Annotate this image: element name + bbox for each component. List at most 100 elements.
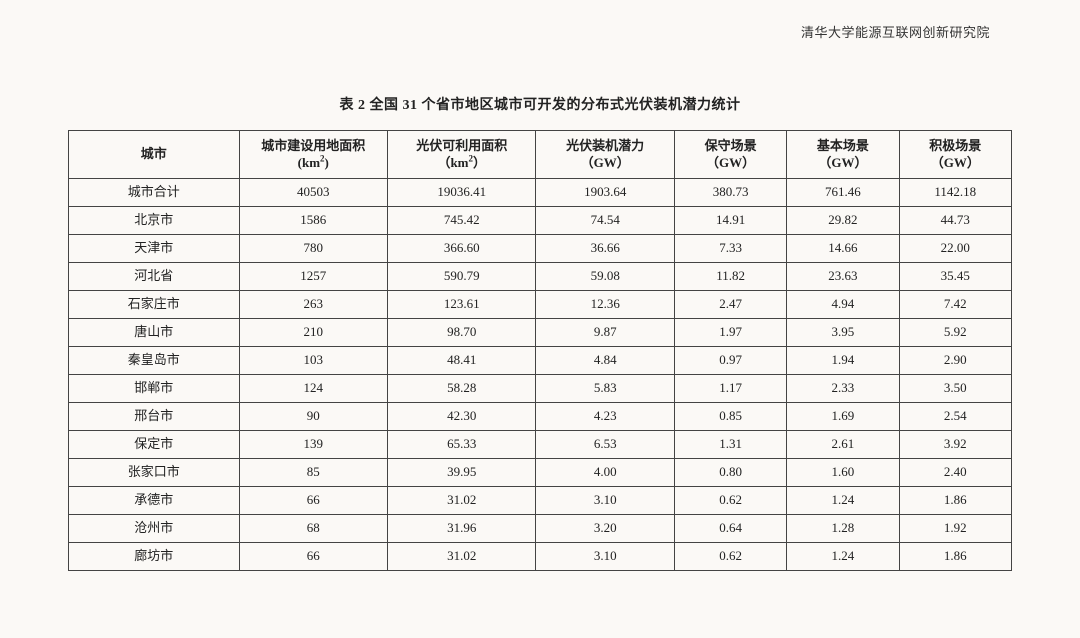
value-cell: 11.82 bbox=[674, 263, 786, 291]
value-cell: 380.73 bbox=[674, 179, 786, 207]
value-cell: 2.33 bbox=[787, 375, 899, 403]
value-cell: 44.73 bbox=[899, 207, 1011, 235]
value-cell: 3.50 bbox=[899, 375, 1011, 403]
value-cell: 6.53 bbox=[536, 431, 674, 459]
city-cell: 北京市 bbox=[69, 207, 240, 235]
table-row: 沧州市6831.963.200.641.281.92 bbox=[69, 515, 1012, 543]
value-cell: 3.95 bbox=[787, 319, 899, 347]
city-cell: 张家口市 bbox=[69, 459, 240, 487]
value-cell: 1.17 bbox=[674, 375, 786, 403]
value-cell: 1.28 bbox=[787, 515, 899, 543]
document-page: 清华大学能源互联网创新研究院 表 2 全国 31 个省市地区城市可开发的分布式光… bbox=[0, 0, 1080, 638]
column-header-label: 积极场景 bbox=[900, 138, 1011, 155]
value-cell: 0.62 bbox=[674, 543, 786, 571]
value-cell: 139 bbox=[239, 431, 387, 459]
value-cell: 366.60 bbox=[388, 235, 536, 263]
value-cell: 590.79 bbox=[388, 263, 536, 291]
value-cell: 2.40 bbox=[899, 459, 1011, 487]
value-cell: 2.61 bbox=[787, 431, 899, 459]
table-row: 唐山市21098.709.871.973.955.92 bbox=[69, 319, 1012, 347]
column-header-label: 光伏装机潜力 bbox=[536, 138, 673, 155]
value-cell: 85 bbox=[239, 459, 387, 487]
value-cell: 1.24 bbox=[787, 543, 899, 571]
value-cell: 1.92 bbox=[899, 515, 1011, 543]
value-cell: 22.00 bbox=[899, 235, 1011, 263]
value-cell: 12.36 bbox=[536, 291, 674, 319]
value-cell: 4.23 bbox=[536, 403, 674, 431]
city-cell: 廊坊市 bbox=[69, 543, 240, 571]
column-header-5: 基本场景（GW） bbox=[787, 131, 899, 179]
value-cell: 1586 bbox=[239, 207, 387, 235]
value-cell: 48.41 bbox=[388, 347, 536, 375]
value-cell: 1.69 bbox=[787, 403, 899, 431]
value-cell: 4.94 bbox=[787, 291, 899, 319]
value-cell: 9.87 bbox=[536, 319, 674, 347]
value-cell: 3.20 bbox=[536, 515, 674, 543]
column-header-3: 光伏装机潜力（GW） bbox=[536, 131, 674, 179]
value-cell: 1142.18 bbox=[899, 179, 1011, 207]
value-cell: 19036.41 bbox=[388, 179, 536, 207]
value-cell: 0.64 bbox=[674, 515, 786, 543]
table-row: 河北省1257590.7959.0811.8223.6335.45 bbox=[69, 263, 1012, 291]
value-cell: 745.42 bbox=[388, 207, 536, 235]
value-cell: 1257 bbox=[239, 263, 387, 291]
value-cell: 3.10 bbox=[536, 543, 674, 571]
column-header-label: 保守场景 bbox=[675, 138, 786, 155]
table-row: 邢台市9042.304.230.851.692.54 bbox=[69, 403, 1012, 431]
value-cell: 65.33 bbox=[388, 431, 536, 459]
value-cell: 39.95 bbox=[388, 459, 536, 487]
value-cell: 66 bbox=[239, 543, 387, 571]
value-cell: 1903.64 bbox=[536, 179, 674, 207]
value-cell: 31.02 bbox=[388, 487, 536, 515]
column-header-1: 城市建设用地面积(km2) bbox=[239, 131, 387, 179]
value-cell: 2.90 bbox=[899, 347, 1011, 375]
value-cell: 1.31 bbox=[674, 431, 786, 459]
value-cell: 14.66 bbox=[787, 235, 899, 263]
column-header-unit: （GW） bbox=[787, 155, 898, 172]
city-cell: 河北省 bbox=[69, 263, 240, 291]
value-cell: 74.54 bbox=[536, 207, 674, 235]
city-cell: 天津市 bbox=[69, 235, 240, 263]
city-cell: 承德市 bbox=[69, 487, 240, 515]
value-cell: 35.45 bbox=[899, 263, 1011, 291]
column-header-0: 城市 bbox=[69, 131, 240, 179]
table-header-row: 城市城市建设用地面积(km2)光伏可利用面积（km2）光伏装机潜力（GW）保守场… bbox=[69, 131, 1012, 179]
institution-label: 清华大学能源互联网创新研究院 bbox=[801, 22, 990, 41]
value-cell: 103 bbox=[239, 347, 387, 375]
value-cell: 59.08 bbox=[536, 263, 674, 291]
value-cell: 58.28 bbox=[388, 375, 536, 403]
value-cell: 123.61 bbox=[388, 291, 536, 319]
value-cell: 5.83 bbox=[536, 375, 674, 403]
column-header-label: 光伏可利用面积 bbox=[388, 138, 535, 155]
value-cell: 4.00 bbox=[536, 459, 674, 487]
value-cell: 31.02 bbox=[388, 543, 536, 571]
column-header-unit: （GW） bbox=[900, 155, 1011, 172]
value-cell: 36.66 bbox=[536, 235, 674, 263]
value-cell: 29.82 bbox=[787, 207, 899, 235]
value-cell: 761.46 bbox=[787, 179, 899, 207]
table-row: 北京市1586745.4274.5414.9129.8244.73 bbox=[69, 207, 1012, 235]
value-cell: 1.60 bbox=[787, 459, 899, 487]
value-cell: 1.86 bbox=[899, 487, 1011, 515]
value-cell: 90 bbox=[239, 403, 387, 431]
value-cell: 4.84 bbox=[536, 347, 674, 375]
value-cell: 1.94 bbox=[787, 347, 899, 375]
value-cell: 2.47 bbox=[674, 291, 786, 319]
value-cell: 780 bbox=[239, 235, 387, 263]
value-cell: 23.63 bbox=[787, 263, 899, 291]
column-header-unit: (km2) bbox=[240, 155, 387, 172]
value-cell: 124 bbox=[239, 375, 387, 403]
column-header-4: 保守场景（GW） bbox=[674, 131, 786, 179]
column-header-unit: （GW） bbox=[536, 155, 673, 172]
city-cell: 邯郸市 bbox=[69, 375, 240, 403]
value-cell: 40503 bbox=[239, 179, 387, 207]
value-cell: 7.42 bbox=[899, 291, 1011, 319]
value-cell: 0.80 bbox=[674, 459, 786, 487]
table-row: 秦皇岛市10348.414.840.971.942.90 bbox=[69, 347, 1012, 375]
city-cell: 秦皇岛市 bbox=[69, 347, 240, 375]
value-cell: 3.92 bbox=[899, 431, 1011, 459]
value-cell: 5.92 bbox=[899, 319, 1011, 347]
table-title: 表 2 全国 31 个省市地区城市可开发的分布式光伏装机潜力统计 bbox=[68, 94, 1012, 114]
column-header-label: 城市 bbox=[69, 146, 239, 163]
value-cell: 0.85 bbox=[674, 403, 786, 431]
